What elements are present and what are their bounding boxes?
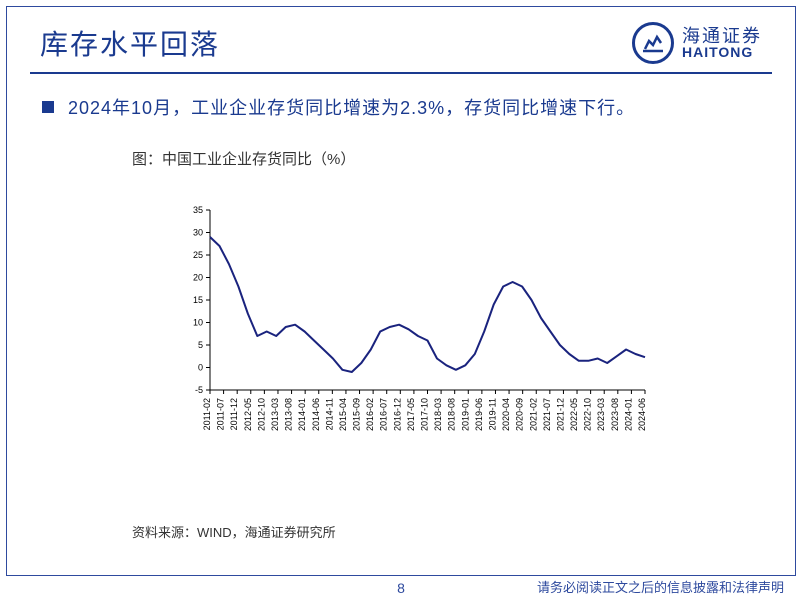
svg-text:2011-07: 2011-07 [216, 398, 226, 430]
svg-text:2016-12: 2016-12 [392, 398, 402, 431]
logo-icon [641, 31, 665, 55]
svg-text:2019-11: 2019-11 [487, 398, 497, 430]
logo-en: HAITONG [682, 45, 762, 59]
svg-text:2021-02: 2021-02 [528, 398, 538, 431]
svg-text:2021-07: 2021-07 [542, 398, 552, 431]
svg-text:2013-03: 2013-03 [270, 398, 280, 431]
svg-text:2011-12: 2011-12 [229, 398, 239, 430]
svg-text:2024-01: 2024-01 [623, 398, 633, 431]
logo-text: 海通证券 HAITONG [682, 27, 762, 59]
svg-text:2020-04: 2020-04 [501, 398, 511, 431]
svg-text:2014-01: 2014-01 [297, 398, 307, 431]
svg-text:2022-10: 2022-10 [583, 398, 593, 431]
svg-text:30: 30 [193, 228, 203, 238]
svg-text:2023-08: 2023-08 [610, 398, 620, 431]
svg-text:2013-08: 2013-08 [284, 398, 294, 431]
bullet-text: 2024年10月，工业企业存货同比增速为2.3%，存货同比增速下行。 [68, 94, 635, 120]
svg-text:0: 0 [198, 363, 203, 373]
chart-svg: -5 0 5 10 15 20 25 30 35 2011-02 2011-072011-12 201… [180, 205, 650, 460]
svg-text:2018-03: 2018-03 [433, 398, 443, 431]
svg-text:2014-06: 2014-06 [311, 398, 321, 431]
svg-text:2018-08: 2018-08 [447, 398, 457, 431]
svg-text:2019-06: 2019-06 [474, 398, 484, 431]
svg-text:2016-07: 2016-07 [379, 398, 389, 431]
page-title: 库存水平回落 [40, 23, 220, 63]
svg-text:10: 10 [193, 318, 203, 328]
svg-text:2022-05: 2022-05 [569, 398, 579, 431]
divider [30, 72, 772, 74]
svg-text:20: 20 [193, 273, 203, 283]
chart-title: 图：中国工业企业存货同比（%） [132, 148, 355, 169]
logo-mark [632, 22, 674, 64]
svg-text:2011-02: 2011-02 [202, 398, 212, 430]
svg-text:2015-09: 2015-09 [352, 398, 362, 431]
svg-text:2017-10: 2017-10 [420, 398, 430, 431]
svg-text:2015-04: 2015-04 [338, 398, 348, 431]
inventory-chart: -5 0 5 10 15 20 25 30 35 2011-02 2011-072011-12 201… [180, 205, 650, 460]
svg-text:35: 35 [193, 205, 203, 215]
logo-cn: 海通证券 [682, 27, 762, 45]
svg-text:2012-10: 2012-10 [256, 398, 266, 431]
svg-text:5: 5 [198, 340, 203, 350]
svg-text:2023-03: 2023-03 [596, 398, 606, 431]
svg-text:2016-02: 2016-02 [365, 398, 375, 431]
svg-text:2014-11: 2014-11 [324, 398, 334, 430]
svg-text:25: 25 [193, 250, 203, 260]
svg-text:15: 15 [193, 295, 203, 305]
disclaimer: 请务必阅读正文之后的信息披露和法律声明 [537, 577, 784, 596]
header: 库存水平回落 海通证券 HAITONG [40, 22, 762, 64]
svg-text:2024-06: 2024-06 [637, 398, 647, 431]
svg-text:2021-12: 2021-12 [555, 398, 565, 431]
bullet-row: 2024年10月，工业企业存货同比增速为2.3%，存货同比增速下行。 [42, 94, 762, 120]
svg-text:2017-05: 2017-05 [406, 398, 416, 431]
logo: 海通证券 HAITONG [632, 22, 762, 64]
svg-text:2020-09: 2020-09 [515, 398, 525, 431]
svg-text:-5: -5 [195, 385, 203, 395]
source-text: 资料来源：WIND，海通证券研究所 [132, 522, 336, 541]
svg-text:2012-05: 2012-05 [243, 398, 253, 431]
bullet-icon [42, 101, 54, 113]
svg-text:2019-01: 2019-01 [460, 398, 470, 431]
